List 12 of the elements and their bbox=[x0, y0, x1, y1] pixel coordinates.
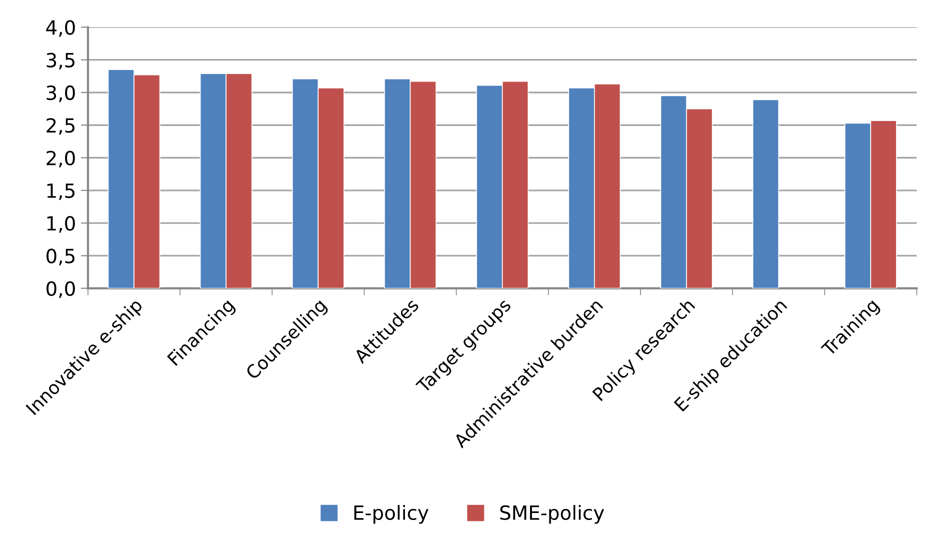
bar bbox=[752, 99, 780, 288]
y-tick-label: 2,5 bbox=[46, 118, 74, 135]
y-tick-label: 3,5 bbox=[46, 52, 74, 70]
y-tick-label: 0,0 bbox=[46, 281, 75, 298]
legend-label: SME-policy bbox=[500, 504, 604, 524]
legend-label: E-policy bbox=[354, 504, 428, 524]
y-tick-label: 1,5 bbox=[47, 184, 74, 200]
y-tick-label: 4,0 bbox=[46, 20, 75, 37]
y-tick-label: 3,0 bbox=[46, 85, 75, 102]
y-tick-label: 2,0 bbox=[46, 150, 75, 168]
y-tick-label: 1,0 bbox=[47, 216, 75, 233]
y-tick-label: 0,5 bbox=[46, 248, 74, 266]
